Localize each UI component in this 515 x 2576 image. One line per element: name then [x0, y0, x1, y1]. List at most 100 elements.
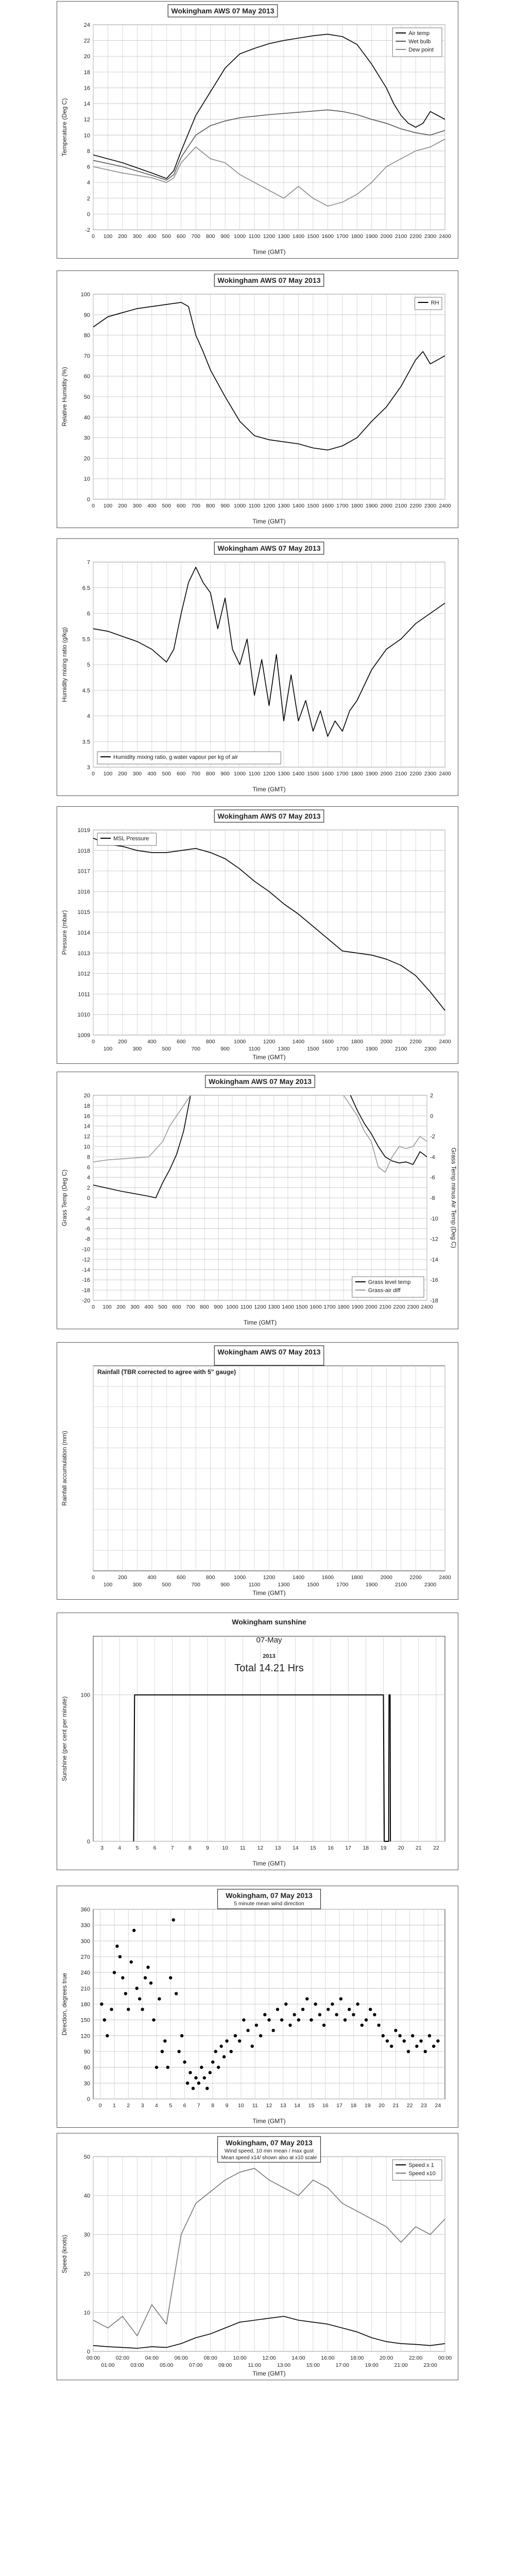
data-point — [402, 2039, 406, 2043]
x-tick-label: 2400 — [439, 1039, 451, 1045]
data-point — [246, 2028, 250, 2032]
x-tick-label: 11 — [240, 1845, 246, 1851]
x-tick-label: 14:00 — [291, 2355, 305, 2361]
data-point — [415, 2044, 419, 2048]
y-tick-label: 1018 — [78, 848, 90, 854]
chart-title-box — [167, 4, 278, 18]
y-tick-label: 4 — [87, 714, 90, 720]
y-tick-label: 1013 — [78, 951, 90, 957]
data-point — [271, 2028, 275, 2032]
x-tick-label: 1500 — [307, 503, 319, 509]
x-tick-label: 100 — [104, 1046, 113, 1052]
wind-speed-chart-panel: 0 10 20 30 40 50 01:00 03:00 05:00 07:00 09:00 11:0… — [57, 2133, 458, 2380]
data-point — [102, 2018, 107, 2022]
y-tick-label: -10 — [82, 1247, 90, 1253]
series-line-4 — [343, 1095, 427, 1173]
data-point — [208, 2071, 212, 2075]
x-tick-label: 1100 — [249, 1582, 261, 1588]
x-tick-label: 23:00 — [423, 2362, 437, 2368]
legend-label: MSL Pressure — [113, 836, 149, 842]
sunshine-chart-panel: 0 100 3 4 5 6 7 8 9 10 11 12 13 14 15 16 17 18 19 20 21 22 Tim… — [57, 1613, 458, 1870]
x-tick-label: 1200 — [263, 1039, 276, 1045]
x-tick-label: 5 — [135, 1845, 139, 1851]
series-line-3 — [93, 1095, 191, 1163]
x-tick-label: 1300 — [278, 1582, 290, 1588]
x-tick-label: 2300 — [424, 1046, 437, 1052]
y-tick-label-right: -6 — [430, 1175, 435, 1181]
rainfall-chart: 100 300 500 700 900 1100 1300 1500 1700 1900 2100 2… — [61, 1345, 451, 1597]
x-tick-label: 1000 — [234, 771, 246, 777]
data-point — [335, 2013, 338, 2016]
y-tick-label: 20 — [84, 2271, 90, 2277]
legend-box — [392, 2159, 442, 2181]
x-tick-label: 2300 — [424, 233, 437, 240]
x-tick-label: 13 — [280, 2103, 286, 2109]
x-tick-label: 1800 — [337, 1304, 350, 1310]
y-axis-label: Humidity mixing ratio (g/kg) — [61, 627, 68, 702]
y-tick-label: 1017 — [78, 869, 90, 875]
x-tick-label: 2200 — [409, 233, 422, 240]
data-point — [110, 2008, 113, 2011]
y-tick-label: 6 — [87, 611, 90, 617]
x-tick-label: 17 — [345, 1845, 351, 1851]
chart-title: Wokingham AWS 07 May 2013 — [218, 812, 321, 820]
pressure-chart: 1009 1010 1011 1012 1013 1014 1015 1016 1017 1018… — [61, 809, 451, 1061]
data-point — [432, 2044, 436, 2048]
x-tick-label: 10 — [238, 2103, 244, 2109]
x-axis-label: Time (GMT) — [252, 248, 285, 256]
x-tick-label: 2400 — [439, 771, 451, 777]
x-tick-label: 1800 — [351, 503, 364, 509]
x-tick-label: 1400 — [293, 503, 305, 509]
x-tick-label: 500 — [162, 503, 171, 509]
y-tick-label: 2 — [87, 1185, 90, 1191]
wind-speed-chart: 0 10 20 30 40 50 01:00 03:00 05:00 07:00 09:00 11:0… — [61, 2136, 452, 2377]
data-point — [211, 2060, 215, 2064]
x-tick-label: 1100 — [249, 503, 261, 509]
x-tick-label: 2000 — [365, 1304, 377, 1310]
series-line-1 — [93, 567, 445, 737]
x-tick-label: 300 — [133, 1582, 142, 1588]
x-tick-label: 1500 — [307, 1582, 319, 1588]
x-tick-label: 14 — [294, 2103, 300, 2109]
chart-subtitle: Rainfall (TBR corrected to agree with 5"… — [97, 1368, 236, 1376]
chart-title-box — [205, 1075, 315, 1088]
x-tick-label: 08:00 — [204, 2355, 217, 2361]
x-tick-label: 900 — [220, 1582, 230, 1588]
data-point — [360, 2023, 364, 2027]
legend-label: Humidity mixing ratio, g water vapour pe… — [113, 754, 238, 760]
x-tick-label: 14 — [293, 1845, 299, 1851]
y-tick-label: 5 — [87, 662, 90, 668]
y-tick-label: 70 — [84, 353, 90, 359]
x-tick-label: 21 — [393, 2103, 399, 2109]
y-tick-label: 30 — [84, 2232, 90, 2238]
data-point — [237, 2039, 242, 2043]
x-axis-label: Time (GMT) — [252, 2370, 285, 2377]
x-tick-label: 700 — [191, 233, 200, 240]
x-tick-label: 1400 — [282, 1304, 294, 1310]
x-tick-label: 500 — [162, 771, 171, 777]
x-tick-label: 400 — [147, 503, 157, 509]
data-point — [381, 2034, 385, 2038]
chart-title: Wokingham AWS 07 May 2013 — [218, 276, 321, 284]
x-tick-label: 1700 — [336, 771, 349, 777]
y-tick-label: -12 — [82, 1257, 90, 1263]
chart-title-box — [214, 1345, 324, 1366]
y-tick-label: 12 — [84, 1134, 90, 1140]
y-tick-label: -14 — [82, 1267, 90, 1273]
x-axis-label: Time (GMT) — [252, 1589, 285, 1597]
x-tick-label: 1700 — [336, 1582, 349, 1588]
data-point — [118, 1955, 122, 1959]
y-tick-label: 90 — [84, 312, 90, 318]
data-point — [436, 2039, 440, 2043]
data-point — [222, 2055, 226, 2059]
x-tick-label: 2100 — [395, 1046, 407, 1052]
data-point — [191, 2087, 195, 2090]
chart-title: Wokingham, 07 May 2013 — [226, 2139, 313, 2147]
y-tick-label: 330 — [81, 1923, 90, 1929]
data-point — [177, 2049, 181, 2054]
x-tick-label: 11 — [252, 2103, 258, 2109]
y-tick-label: 10 — [84, 476, 90, 482]
data-point — [343, 2018, 347, 2022]
data-point — [369, 2008, 372, 2011]
y-axis-label: Direction, degrees true — [61, 1973, 68, 2036]
